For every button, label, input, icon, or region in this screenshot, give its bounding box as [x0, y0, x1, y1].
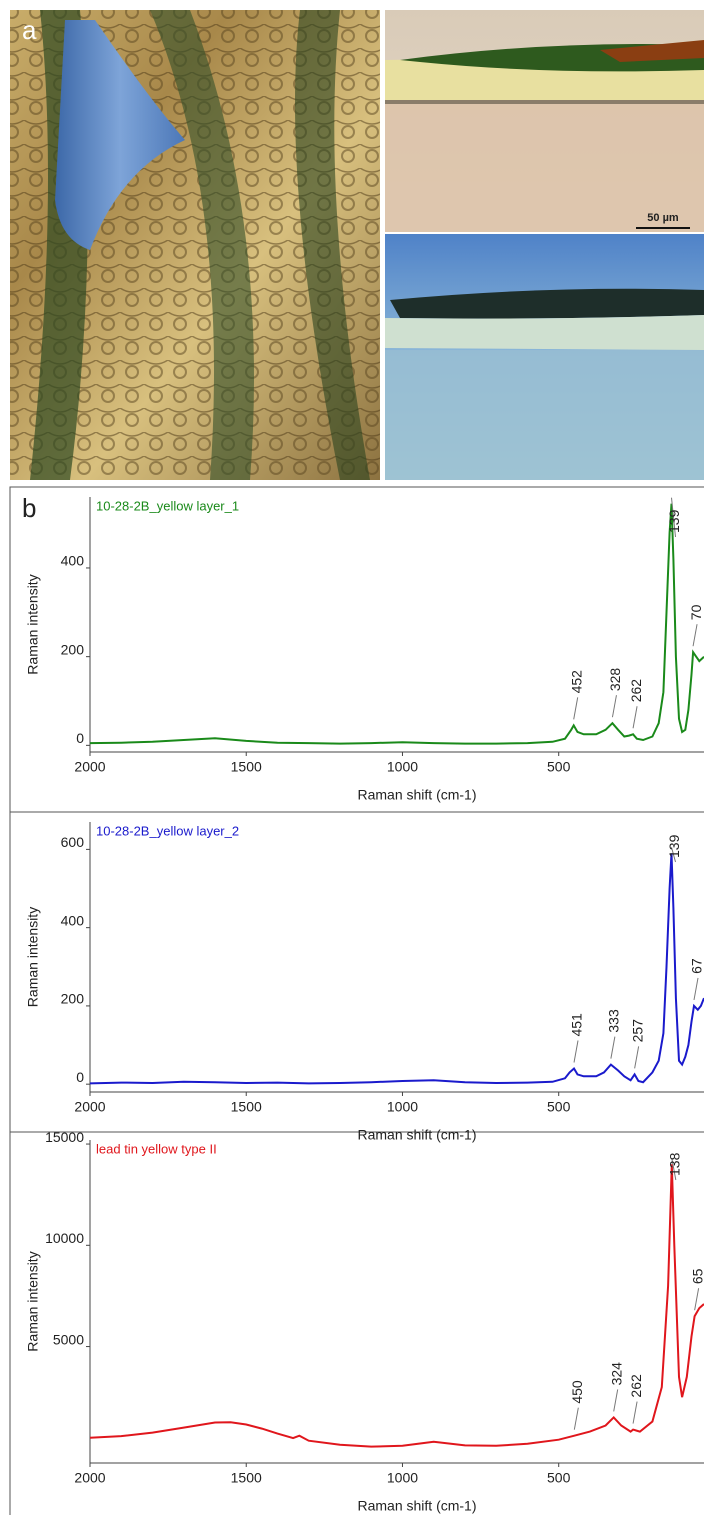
x-tick-label: 500: [547, 1099, 571, 1115]
panel-label: a: [22, 15, 37, 45]
peak-label: 452: [568, 670, 584, 694]
peak-leader: [693, 977, 699, 1001]
x-tick-label: 1000: [387, 759, 418, 775]
peak-leader: [671, 847, 676, 863]
photo-cross-section: [385, 10, 704, 480]
y-tick-label: 400: [61, 553, 85, 569]
peak-leader: [634, 1046, 640, 1069]
peak-label: 450: [569, 1380, 585, 1404]
spectrum-line: [90, 503, 704, 745]
panel-label: b: [22, 493, 36, 523]
peak-label: 65: [689, 1268, 704, 1284]
y-tick-label: 0: [76, 730, 84, 746]
peak-label: 257: [629, 1019, 645, 1043]
peak-label: 333: [606, 1009, 622, 1033]
peak-leader: [671, 497, 677, 538]
peak-leader: [573, 697, 579, 720]
y-tick-label: 600: [61, 834, 85, 850]
y-axis-label: Raman intensity: [25, 907, 41, 1007]
y-tick-label: 5000: [53, 1331, 84, 1347]
y-tick-label: 200: [61, 641, 85, 657]
x-axis-label: Raman shift (cm-1): [357, 1498, 476, 1514]
x-tick-label: 1500: [231, 1470, 262, 1486]
x-tick-label: 2000: [74, 759, 105, 775]
series-label: 10-28-2B_yellow layer_1: [96, 498, 239, 513]
peak-leader: [671, 1158, 677, 1181]
peak-label: 138: [667, 1152, 683, 1176]
y-tick-label: 15000: [45, 1129, 84, 1145]
spectrum-line: [90, 853, 704, 1085]
peak-leader: [694, 1288, 700, 1311]
y-tick-label: 400: [61, 912, 85, 928]
peak-leader: [692, 624, 698, 647]
peak-label: 262: [628, 679, 644, 703]
peak-label: 324: [608, 1362, 624, 1386]
peak-label: 328: [607, 668, 623, 692]
peak-label: 139: [666, 834, 682, 858]
peak-label: 262: [628, 1374, 644, 1398]
x-tick-label: 1000: [387, 1099, 418, 1115]
peak-leader: [613, 1389, 619, 1412]
series-label: lead tin yellow type II: [96, 1141, 217, 1156]
peak-label: 139: [666, 509, 682, 533]
x-tick-label: 1500: [231, 1099, 262, 1115]
x-tick-label: 1000: [387, 1470, 418, 1486]
peak-label: 451: [569, 1013, 585, 1037]
peak-label: 67: [689, 958, 704, 974]
peak-label: 70: [688, 604, 704, 620]
peak-leader: [632, 706, 638, 729]
peak-leader: [632, 1401, 638, 1424]
series-label: 10-28-2B_yellow layer_2: [96, 823, 239, 838]
y-tick-label: 10000: [45, 1230, 84, 1246]
x-tick-label: 2000: [74, 1099, 105, 1115]
x-tick-label: 2000: [74, 1470, 105, 1486]
y-axis-label: Raman intensity: [25, 574, 41, 674]
peak-leader: [610, 1036, 616, 1059]
peak-leader: [611, 695, 617, 718]
y-tick-label: 200: [61, 991, 85, 1007]
y-axis-label: Raman intensity: [25, 1251, 41, 1351]
scale-bar-label: 50 µm: [647, 212, 679, 224]
x-tick-label: 500: [547, 1470, 571, 1486]
x-axis-label: Raman shift (cm-1): [357, 1127, 476, 1143]
photo-painting: [10, 10, 380, 480]
x-axis-label: Raman shift (cm-1): [357, 787, 476, 803]
y-tick-label: 0: [76, 1069, 84, 1085]
spectrum-line: [90, 1164, 704, 1448]
x-tick-label: 1500: [231, 759, 262, 775]
x-tick-label: 500: [547, 759, 571, 775]
panel-frame: [9, 486, 704, 1518]
peak-leader: [573, 1040, 579, 1063]
peak-leader: [573, 1407, 579, 1430]
